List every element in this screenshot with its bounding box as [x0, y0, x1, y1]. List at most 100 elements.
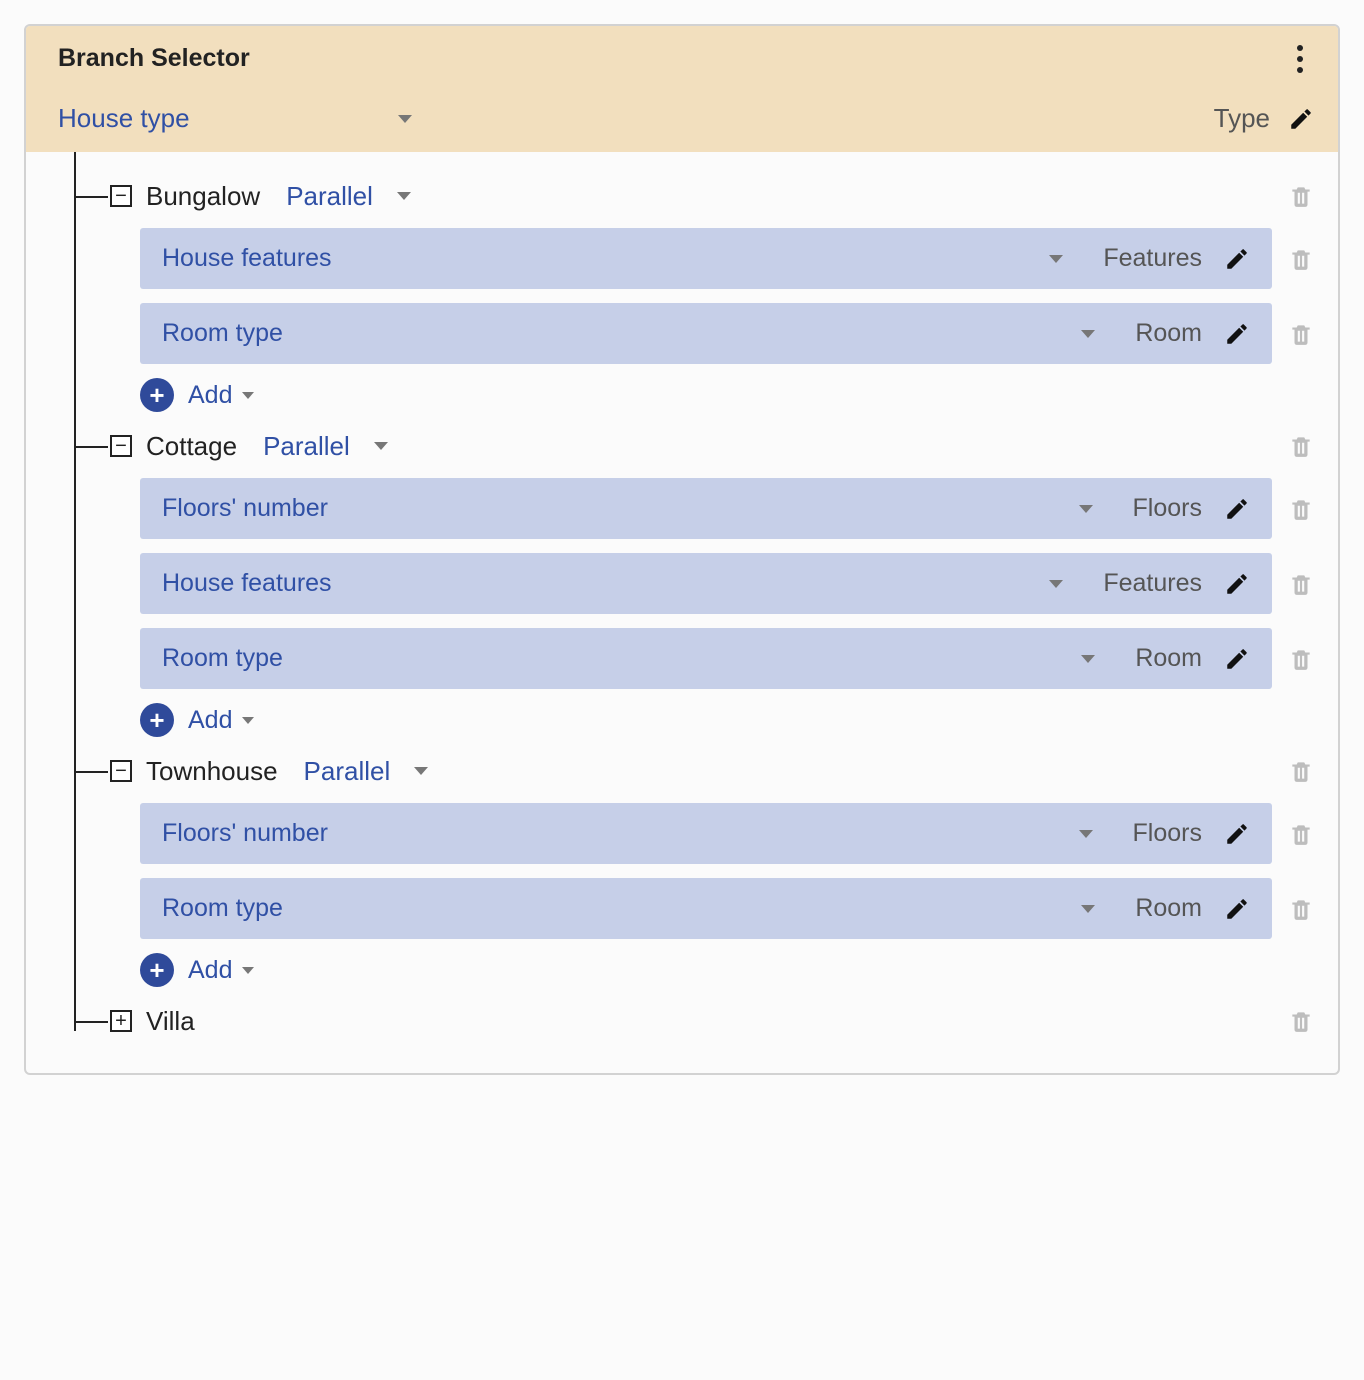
child-tag: Features	[1103, 244, 1202, 273]
branch-header: −Cottage Parallel	[82, 422, 1314, 470]
delete-child-button[interactable]	[1288, 894, 1314, 924]
child-dropdown[interactable]: Floors' number	[162, 494, 1133, 523]
edit-child-button[interactable]	[1224, 821, 1250, 847]
child-row: Room typeRoom	[140, 303, 1314, 364]
add-dropdown[interactable]: Add	[188, 706, 254, 735]
child-tag: Room	[1135, 894, 1202, 923]
delete-child-button[interactable]	[1288, 819, 1314, 849]
branch: −Cottage Parallel Floors' number Floors Hous…	[82, 422, 1314, 737]
delete-branch-button[interactable]	[1288, 756, 1314, 786]
child-label: House features	[162, 569, 332, 598]
chevron-down-icon	[1049, 255, 1063, 263]
add-label: Add	[188, 381, 232, 410]
house-type-dropdown[interactable]: House type	[58, 103, 412, 134]
add-button[interactable]: +	[140, 378, 174, 412]
panel-title-row: Branch Selector	[58, 44, 1314, 73]
child-row: Room type Room	[140, 878, 1314, 939]
edit-child-button[interactable]	[1224, 496, 1250, 522]
branch-children: Floors' number Floors House features Featur…	[140, 478, 1314, 689]
branch-mode-label: Parallel	[286, 181, 373, 212]
delete-child-button[interactable]	[1288, 244, 1314, 274]
branch-selector-panel: Branch Selector House type Type −Bungalo…	[24, 24, 1340, 1075]
house-type-label: House type	[58, 103, 190, 134]
type-label: Type	[1214, 103, 1270, 134]
edit-child-button[interactable]	[1224, 896, 1250, 922]
edit-child-button[interactable]	[1224, 646, 1250, 672]
type-controls: Type	[1214, 103, 1314, 134]
delete-branch-button[interactable]	[1288, 181, 1314, 211]
branch-mode-dropdown[interactable]: Parallel	[304, 756, 429, 787]
add-dropdown[interactable]: Add	[188, 381, 254, 410]
delete-child-button[interactable]	[1288, 494, 1314, 524]
child-row: Room type Room	[140, 628, 1314, 689]
branch-header: −Bungalow Parallel	[82, 172, 1314, 220]
child-dropdown[interactable]: Room type	[162, 319, 1135, 348]
add-dropdown[interactable]: Add	[188, 956, 254, 985]
branch: −Bungalow Parallel House features Features R…	[82, 172, 1314, 412]
child-row: House features Features	[140, 228, 1314, 289]
child-bar: Room typeRoom	[140, 303, 1272, 364]
add-label: Add	[188, 706, 232, 735]
delete-branch-button[interactable]	[1288, 1006, 1314, 1036]
branch-mode-dropdown[interactable]: Parallel	[263, 431, 388, 462]
child-label: Room type	[162, 894, 283, 923]
child-label: House features	[162, 244, 332, 273]
child-label: Room type	[162, 644, 283, 673]
add-button[interactable]: +	[140, 703, 174, 737]
branch-children: Floors' numberFloors Room type Room	[140, 803, 1314, 939]
branch-mode-dropdown[interactable]: Parallel	[286, 181, 411, 212]
chevron-down-icon	[1079, 505, 1093, 513]
edit-child-button[interactable]	[1224, 571, 1250, 597]
chevron-down-icon	[414, 767, 428, 775]
branch-name: Bungalow	[146, 181, 260, 212]
branch-mode-label: Parallel	[304, 756, 391, 787]
expand-toggle[interactable]: +	[110, 1010, 132, 1032]
add-row: + Add	[140, 953, 1314, 987]
child-tag: Floors	[1133, 494, 1202, 523]
edit-child-button[interactable]	[1224, 246, 1250, 272]
chevron-down-icon	[374, 442, 388, 450]
delete-branch-button[interactable]	[1288, 431, 1314, 461]
add-label: Add	[188, 956, 232, 985]
chevron-down-icon	[1049, 580, 1063, 588]
add-button[interactable]: +	[140, 953, 174, 987]
delete-child-button[interactable]	[1288, 569, 1314, 599]
edit-type-button[interactable]	[1288, 106, 1314, 132]
add-row: + Add	[140, 378, 1314, 412]
child-dropdown[interactable]: Room type	[162, 644, 1135, 673]
branch: + Villa	[82, 997, 1314, 1045]
child-row: Floors' numberFloors	[140, 803, 1314, 864]
branch-connector-line	[74, 196, 108, 198]
child-bar: Room type Room	[140, 628, 1272, 689]
child-tag: Room	[1135, 319, 1202, 348]
branch: −TownhouseParallelFloors' numberFloorsRo…	[82, 747, 1314, 987]
delete-child-button[interactable]	[1288, 644, 1314, 674]
child-dropdown[interactable]: Room type	[162, 894, 1135, 923]
child-tag: Features	[1103, 569, 1202, 598]
chevron-down-icon	[1079, 830, 1093, 838]
tree-trunk-line	[74, 152, 76, 1031]
delete-child-button[interactable]	[1288, 319, 1314, 349]
branch-name: Cottage	[146, 431, 237, 462]
chevron-down-icon	[397, 192, 411, 200]
chevron-down-icon	[242, 392, 254, 399]
collapse-toggle[interactable]: −	[110, 760, 132, 782]
child-tag: Room	[1135, 644, 1202, 673]
branch-connector-line	[74, 771, 108, 773]
kebab-menu-icon[interactable]	[1286, 45, 1314, 73]
panel-header: Branch Selector House type Type	[26, 26, 1338, 152]
branch-name: Villa	[146, 1006, 195, 1037]
child-label: Floors' number	[162, 819, 328, 848]
edit-child-button[interactable]	[1224, 321, 1250, 347]
child-dropdown[interactable]: Floors' number	[162, 819, 1133, 848]
child-dropdown[interactable]: House features	[162, 569, 1103, 598]
chevron-down-icon	[398, 115, 412, 123]
child-label: Floors' number	[162, 494, 328, 523]
panel-title: Branch Selector	[58, 44, 250, 73]
collapse-toggle[interactable]: −	[110, 435, 132, 457]
branch-header: + Villa	[82, 997, 1314, 1045]
child-dropdown[interactable]: House features	[162, 244, 1103, 273]
branch-children: House features Features Room typeRoom	[140, 228, 1314, 364]
collapse-toggle[interactable]: −	[110, 185, 132, 207]
child-row: House features Features	[140, 553, 1314, 614]
